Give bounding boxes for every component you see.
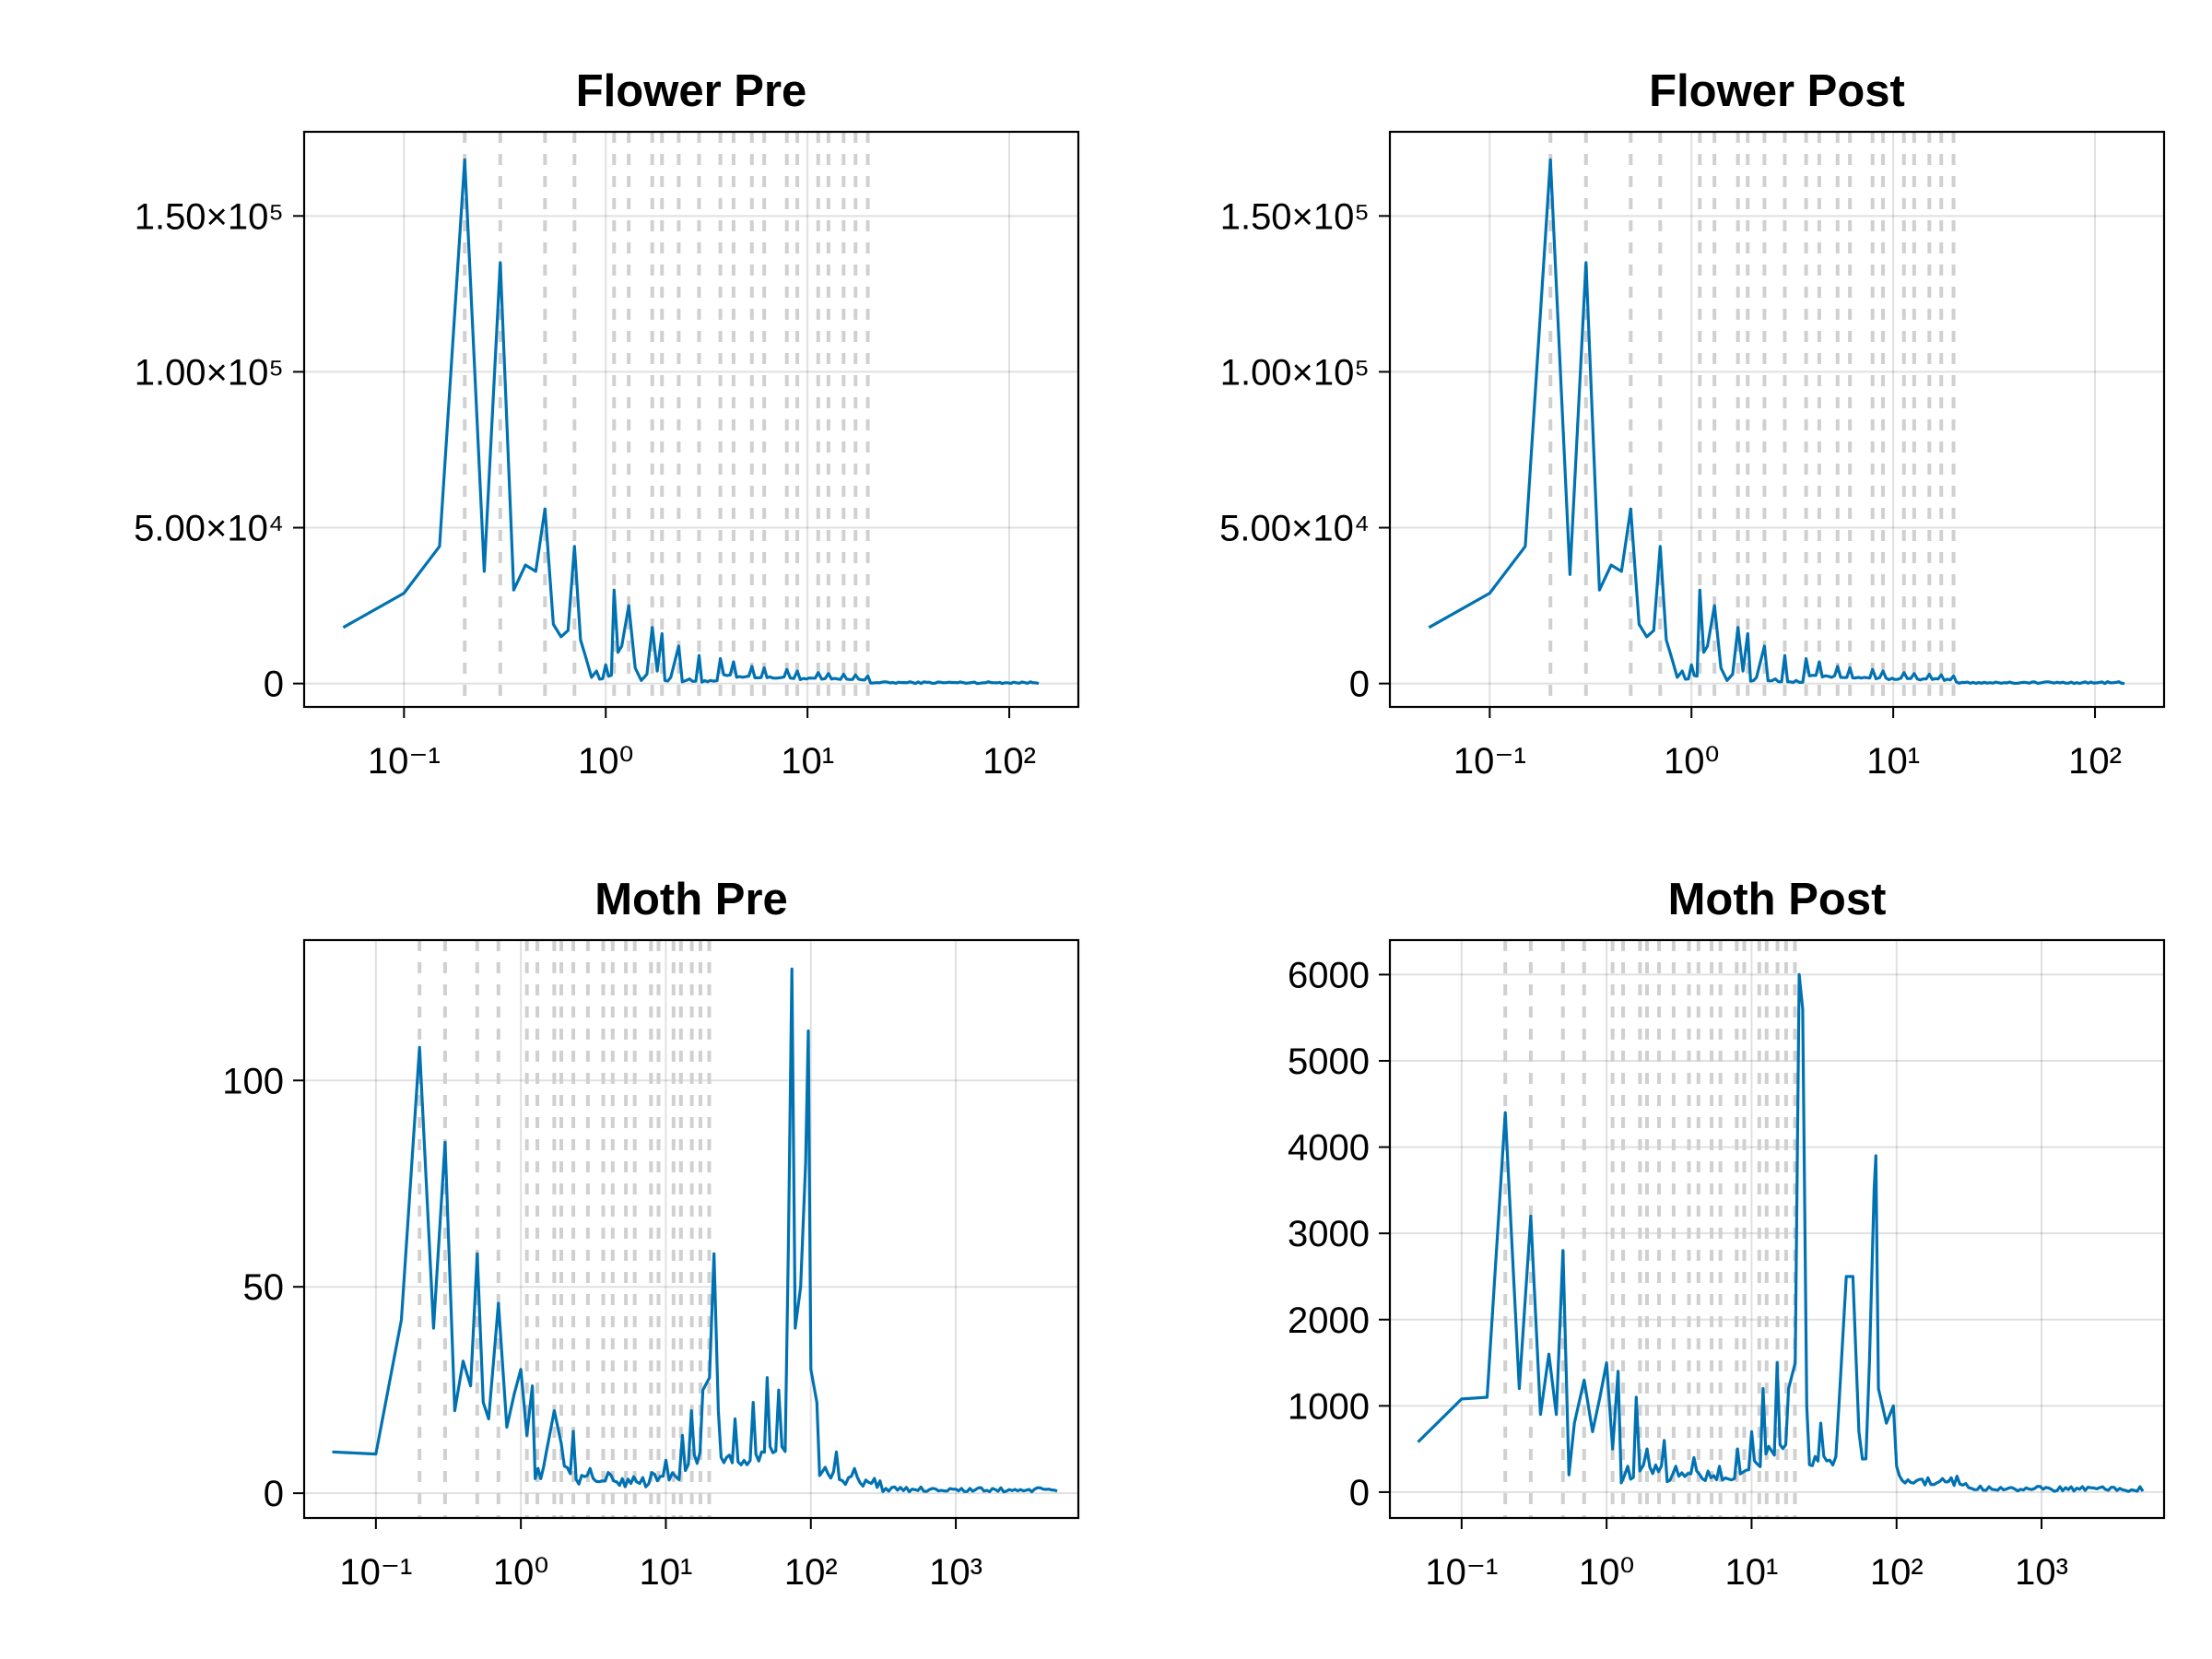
plot-frame bbox=[1388, 130, 2166, 709]
plot-frame bbox=[1388, 938, 2166, 1520]
y-tick-label: 0 bbox=[1349, 665, 1370, 705]
y-tick-label: 3000 bbox=[1288, 1214, 1370, 1254]
y-tick-label: 2000 bbox=[1288, 1300, 1370, 1341]
y-tick-label: 50 bbox=[243, 1267, 285, 1308]
x-tick-label: 10¹ bbox=[640, 1552, 693, 1593]
y-tick-label: 1.50×10⁵ bbox=[135, 196, 284, 237]
y-tick-label: 6000 bbox=[1288, 955, 1370, 995]
plot-frame bbox=[302, 938, 1080, 1520]
chart-title: Flower Pre bbox=[576, 66, 807, 116]
x-tick-label: 10⁻¹ bbox=[368, 741, 441, 782]
x-tick-label: 10⁻¹ bbox=[1453, 741, 1526, 782]
x-tick-label: 10¹ bbox=[781, 741, 834, 782]
data-series-line bbox=[1417, 972, 2145, 1493]
x-tick-label: 10¹ bbox=[1725, 1552, 1779, 1593]
y-tick-label: 1.00×10⁵ bbox=[135, 352, 284, 393]
y-tick-label: 1.50×10⁵ bbox=[1220, 196, 1370, 237]
x-tick-label: 10⁰ bbox=[578, 741, 634, 782]
x-tick-label: 10² bbox=[2068, 741, 2122, 782]
chart-title: Moth Pre bbox=[594, 875, 788, 924]
data-series-line bbox=[1428, 158, 2125, 686]
x-tick-label: 10¹ bbox=[1866, 741, 1920, 782]
data-series-line bbox=[332, 967, 1058, 1494]
x-tick-label: 10³ bbox=[2015, 1552, 2068, 1593]
y-tick-label: 0 bbox=[1349, 1473, 1370, 1513]
frequency-markers bbox=[418, 940, 712, 1518]
chart-title: Flower Post bbox=[1649, 66, 1905, 116]
x-tick-label: 10² bbox=[982, 741, 1036, 782]
x-tick-label: 10⁰ bbox=[493, 1552, 549, 1593]
x-tick-label: 10² bbox=[1870, 1552, 1924, 1593]
data-series-line bbox=[342, 158, 1040, 686]
y-tick-label: 100 bbox=[222, 1061, 284, 1101]
frequency-markers bbox=[1548, 132, 1956, 707]
x-tick-label: 10² bbox=[784, 1552, 838, 1593]
x-tick-label: 10⁰ bbox=[1579, 1552, 1635, 1593]
y-tick-label: 5.00×10⁴ bbox=[134, 509, 284, 549]
plot-frame bbox=[302, 130, 1080, 709]
chart-panel-3: 10⁻¹ 10⁰ 10¹ 10² 10³ 0 50 100 Moth Pre bbox=[222, 875, 1080, 1593]
x-tick-label: 10⁻¹ bbox=[1425, 1552, 1498, 1593]
chart-panel-1: 10⁻¹ 10⁰ 10¹ 10² 0 5.00×10⁴ 1.00×10⁵ 1.50×10⁵ Fl… bbox=[134, 66, 1080, 782]
x-tick-label: 10⁻¹ bbox=[339, 1552, 412, 1593]
frequency-markers bbox=[463, 132, 870, 707]
chart-title: Moth Post bbox=[1668, 875, 1887, 924]
x-tick-label: 10⁰ bbox=[1664, 741, 1720, 782]
y-tick-label: 1.00×10⁵ bbox=[1220, 352, 1370, 393]
x-tick-label: 10³ bbox=[929, 1552, 982, 1593]
chart-panel-4: 10⁻¹ 10⁰ 10¹ 10² 10³ 0 1000 2000 3000 4000 5000 600… bbox=[1288, 875, 2166, 1593]
y-tick-label: 5.00×10⁴ bbox=[1219, 509, 1370, 549]
y-tick-label: 5000 bbox=[1288, 1041, 1370, 1082]
chart-panel-2: 10⁻¹ 10⁰ 10¹ 10² 0 5.00×10⁴ 1.00×10⁵ 1.50×10⁵ Fl… bbox=[1219, 66, 2166, 782]
y-tick-label: 1000 bbox=[1288, 1386, 1370, 1427]
y-tick-label: 0 bbox=[264, 665, 284, 705]
y-tick-label: 0 bbox=[264, 1474, 284, 1514]
y-tick-label: 4000 bbox=[1288, 1128, 1370, 1169]
